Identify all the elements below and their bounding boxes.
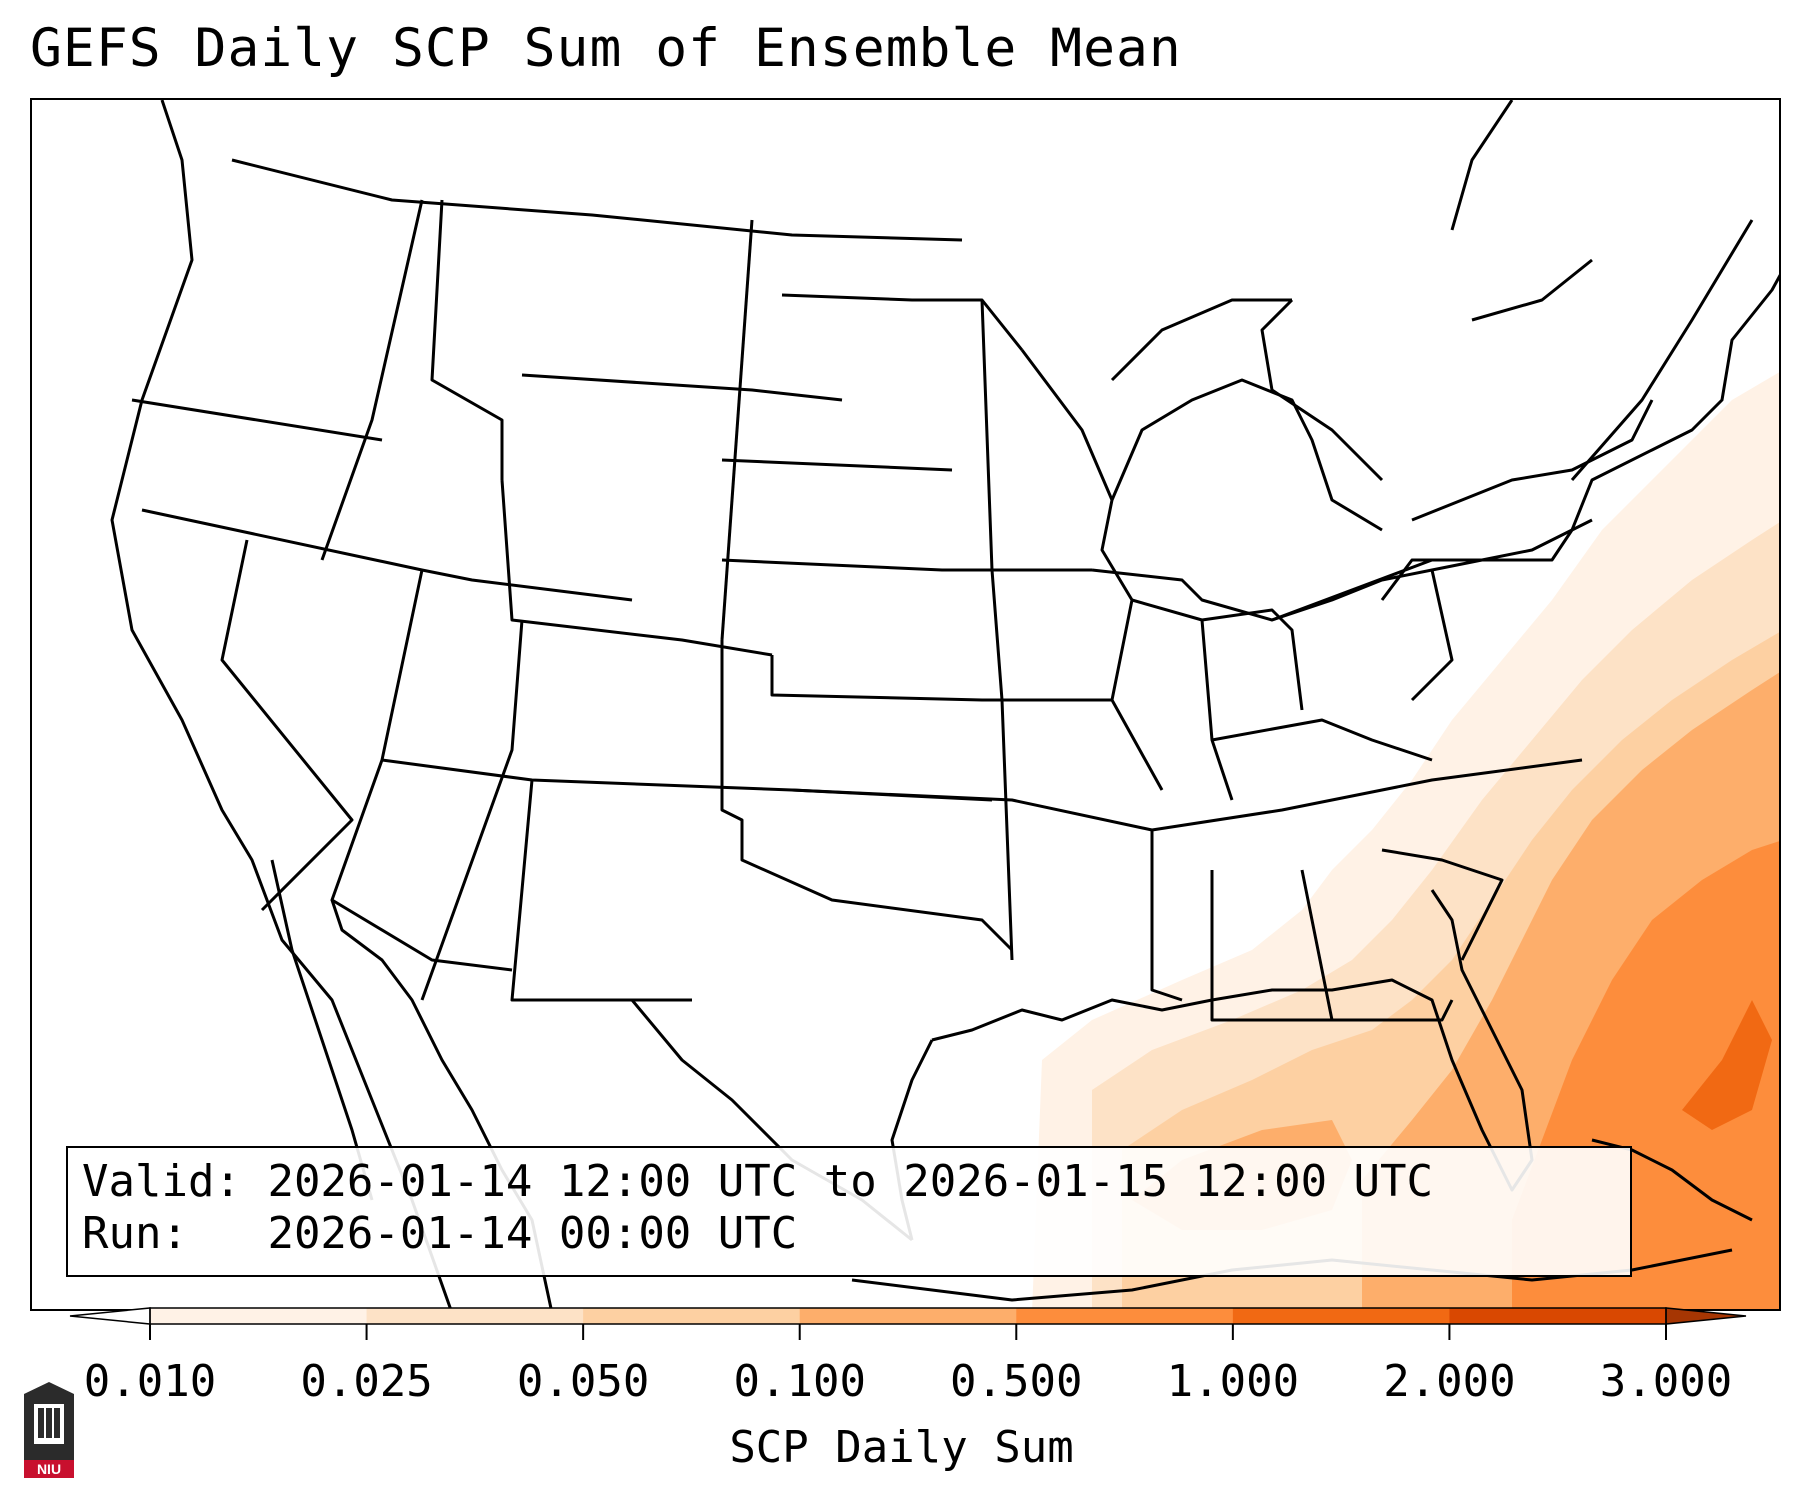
colorbar-tick-label: 0.025	[300, 1356, 433, 1407]
map-canvas	[110, 100, 1779, 1309]
colorbar-ticks	[149, 1324, 1667, 1340]
colorbar	[69, 1307, 1747, 1340]
valid-value: 2026-01-14 12:00 UTC to 2026-01-15 12:00…	[267, 1156, 1434, 1207]
colorbar-segment	[1016, 1308, 1234, 1324]
colorbar-tick-label: 1.000	[1166, 1356, 1300, 1407]
colorbar-segment	[1232, 1308, 1450, 1324]
colorbar-segment	[583, 1308, 801, 1324]
colorbar-tick-label: 0.050	[516, 1356, 650, 1407]
colorbar-tick-label: 3.000	[1599, 1356, 1733, 1407]
colorbar-tick-label: 0.100	[733, 1356, 866, 1407]
colorbar-segment	[1449, 1308, 1667, 1324]
colorbar-tick-label: 0.500	[950, 1356, 1083, 1407]
colorbar-label: SCP Daily Sum	[729, 1422, 1074, 1473]
scp-shading	[1032, 372, 1779, 1309]
validity-info-box: Valid: 2026-01-14 12:00 UTC to 2026-01-1…	[66, 1146, 1632, 1277]
colorbar-segment	[799, 1308, 1017, 1324]
colorbar-tick-label: 0.010	[83, 1356, 217, 1407]
run-value: 2026-01-14 00:00 UTC	[267, 1208, 798, 1259]
colorbar-outline	[149, 1307, 1667, 1325]
boundaries	[110, 100, 1779, 1309]
map-title: GEFS Daily SCP Sum of Ensemble Mean	[30, 18, 1182, 79]
map-panel	[30, 98, 1781, 1311]
niu-logo-icon: NIU	[24, 1382, 74, 1478]
colorbar-tick-label: 2.000	[1383, 1356, 1516, 1407]
colorbar-segment	[150, 1308, 368, 1324]
colorbar-segment	[366, 1308, 584, 1324]
run-label: Run:	[82, 1208, 188, 1259]
colorbar-over-arrow	[1665, 1307, 1747, 1325]
colorbar-segments	[150, 1308, 1667, 1324]
colorbar-under-arrow	[69, 1307, 151, 1325]
logo-text: NIU	[37, 1461, 61, 1477]
valid-label: Valid:	[82, 1156, 241, 1207]
